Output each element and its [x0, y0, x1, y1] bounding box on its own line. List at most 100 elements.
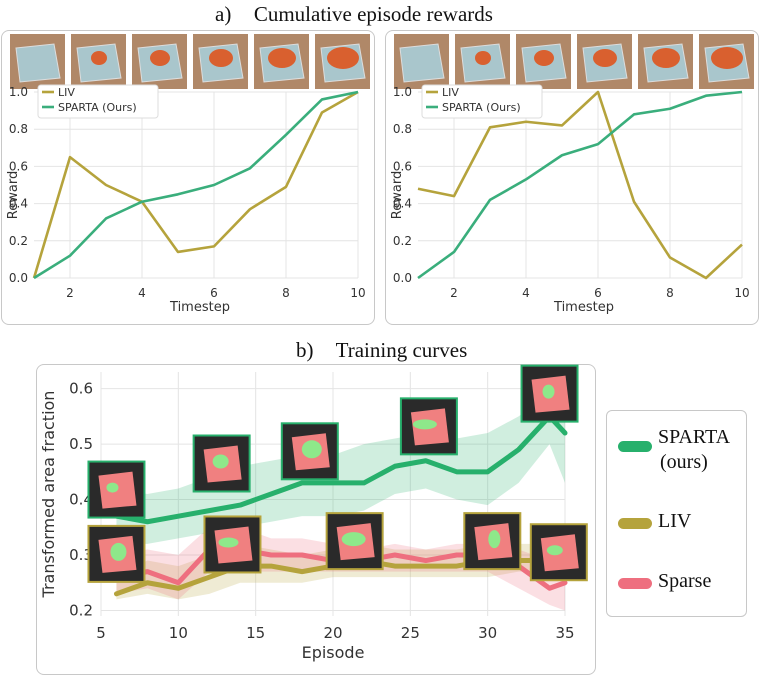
- thumbnail-inset: [87, 460, 146, 519]
- legend-label-liv: LIV: [658, 510, 692, 532]
- training-ytick-label: 0.3: [69, 546, 93, 564]
- right-chart-line-sparta: [417, 90, 743, 280]
- frame-board: [399, 43, 445, 83]
- right-chart-xlabel: Timestep: [553, 300, 614, 315]
- frame-strip-left: [10, 34, 370, 89]
- training-xtick-label: 10: [169, 624, 188, 642]
- right-chart-ytick-label: 0.0: [393, 271, 412, 285]
- right-chart-legend-label: LIV: [442, 86, 459, 99]
- training-line-sparta: [113, 413, 568, 525]
- left-chart-line-sparta: [33, 90, 359, 280]
- thumbnail-coverage: [341, 532, 366, 547]
- frame-sauce: [475, 51, 491, 65]
- legend-label-sparta-line2: (ours): [660, 451, 708, 473]
- right-chart-ytick-label: 0.4: [393, 197, 412, 211]
- legend-label-sparta-line1: SPARTA: [658, 426, 731, 448]
- left-chart-line-liv: [32, 90, 359, 279]
- frame-sauce: [268, 48, 296, 68]
- training-xtick-label: 35: [555, 624, 574, 642]
- frame-sauce: [209, 49, 233, 67]
- frame-sauce: [91, 51, 107, 65]
- left-chart-ytick-label: 0.2: [9, 234, 28, 248]
- legend-label-sparse: Sparse: [658, 570, 712, 592]
- right-chart-xtick-label: 2: [450, 286, 458, 300]
- thumbnail-inset: [399, 397, 458, 456]
- left-chart-legend: LIV SPARTA (Ours): [37, 84, 159, 119]
- thumbnail-inset: [463, 512, 522, 571]
- left-chart-legend-box: [37, 84, 159, 119]
- thumbnail-frame: [325, 512, 384, 571]
- thumbnail-inset: [203, 515, 262, 574]
- thumbnail-coverage: [301, 440, 322, 459]
- frame-board: [15, 43, 61, 83]
- thumbnail-inset: [520, 364, 579, 423]
- training-ytick-label: 0.4: [69, 491, 93, 509]
- left-chart-legend-label: SPARTA (Ours): [58, 101, 137, 114]
- right-chart-ytick-label: 0.8: [393, 122, 412, 136]
- right-chart-line-liv: [417, 90, 743, 280]
- right-chart-xtick-label: 4: [522, 286, 530, 300]
- training-xlabel: Episode: [302, 643, 365, 662]
- thumbnail-coverage: [412, 419, 437, 430]
- legend-swatch-sparta: [618, 441, 652, 452]
- thumbnail-coverage: [546, 545, 563, 556]
- left-chart-xtick-label: 10: [350, 286, 365, 300]
- thumbnail-inset: [280, 422, 339, 481]
- training-xtick-label: 5: [96, 624, 106, 642]
- section-a-title: a) Cumulative episode rewards: [215, 2, 493, 27]
- training-ylabel: Transformed area fraction: [39, 391, 58, 599]
- thumbnail-inset: [529, 523, 588, 582]
- right-chart-ylabel: Reward: [390, 171, 405, 219]
- reward-chart-right: 2 4 6 8 10 0.0 0.2 0.4 0.6 0.8 1.0 Timestep Reward LI…: [390, 84, 750, 315]
- legend-swatch-liv: [618, 518, 652, 529]
- right-chart-ytick-label: 1.0: [393, 85, 412, 99]
- frame-strip-right: [394, 34, 754, 89]
- training-ytick-label: 0.5: [69, 435, 93, 453]
- training-xtick-label: 20: [323, 624, 342, 642]
- thumbnail-coverage: [212, 454, 229, 469]
- frame-sauce: [711, 47, 743, 69]
- training-chart: 5 10 15 20 25 30 35 0.2 0.3 0.4 0.5 0.6 Episode Trans…: [39, 364, 588, 662]
- left-chart-ytick-label: 0.0: [9, 271, 28, 285]
- left-chart-ytick-label: 0.4: [9, 197, 28, 211]
- left-chart-xlabel: Timestep: [169, 300, 230, 315]
- right-chart-ytick-label: 0.2: [393, 234, 412, 248]
- thumbnail-inset: [192, 434, 251, 493]
- right-chart-xtick-label: 8: [666, 286, 674, 300]
- right-chart-xtick-label: 6: [594, 286, 602, 300]
- thumbnail-inset: [87, 524, 146, 583]
- legend-label-sparta: SPARTA (ours): [658, 425, 730, 475]
- section-a-text: Cumulative episode rewards: [253, 2, 493, 26]
- left-chart-xtick-label: 8: [282, 286, 290, 300]
- thumbnail-coverage: [488, 530, 501, 549]
- left-chart-legend-label: LIV: [58, 86, 75, 99]
- thumbnail-frame: [280, 422, 339, 481]
- training-ytick-label: 0.2: [69, 601, 93, 619]
- right-chart-legend-box: [421, 84, 543, 119]
- section-b-text: Training curves: [335, 338, 468, 362]
- left-chart-ytick-label: 0.6: [9, 159, 28, 173]
- right-chart-ytick-label: 0.6: [393, 159, 412, 173]
- left-chart-ytick-label: 0.8: [9, 122, 28, 136]
- frame-sauce: [150, 50, 170, 66]
- right-chart-legend-label: SPARTA (Ours): [442, 101, 521, 114]
- left-chart-xtick-label: 2: [66, 286, 74, 300]
- frame-strip-svg: [394, 34, 754, 89]
- reward-chart-left: 2 4 6 8 10 0.0 0.2 0.4 0.6 0.8 1.0 Timestep Reward LI…: [6, 84, 366, 315]
- section-b-label: b): [296, 338, 314, 362]
- right-chart-legend: LIV SPARTA (Ours): [421, 84, 543, 119]
- left-chart-xtick-label: 6: [210, 286, 218, 300]
- frame-strip-svg: [10, 34, 370, 89]
- thumbnail-coverage: [218, 537, 239, 548]
- left-chart-xtick-label: 4: [138, 286, 146, 300]
- thumbnail-frame: [87, 460, 146, 519]
- frame-sauce: [534, 50, 554, 66]
- legend-swatch-sparse: [618, 578, 652, 589]
- thumbnail-coverage: [110, 542, 127, 561]
- thumbnail-inset: [325, 512, 384, 571]
- left-chart-ylabel: Reward: [6, 171, 21, 219]
- training-legend: SPARTA (ours) LIV Sparse: [606, 410, 747, 617]
- frame-sauce: [593, 49, 617, 67]
- training-xtick-label: 25: [401, 624, 420, 642]
- left-chart-ytick-label: 1.0: [9, 85, 28, 99]
